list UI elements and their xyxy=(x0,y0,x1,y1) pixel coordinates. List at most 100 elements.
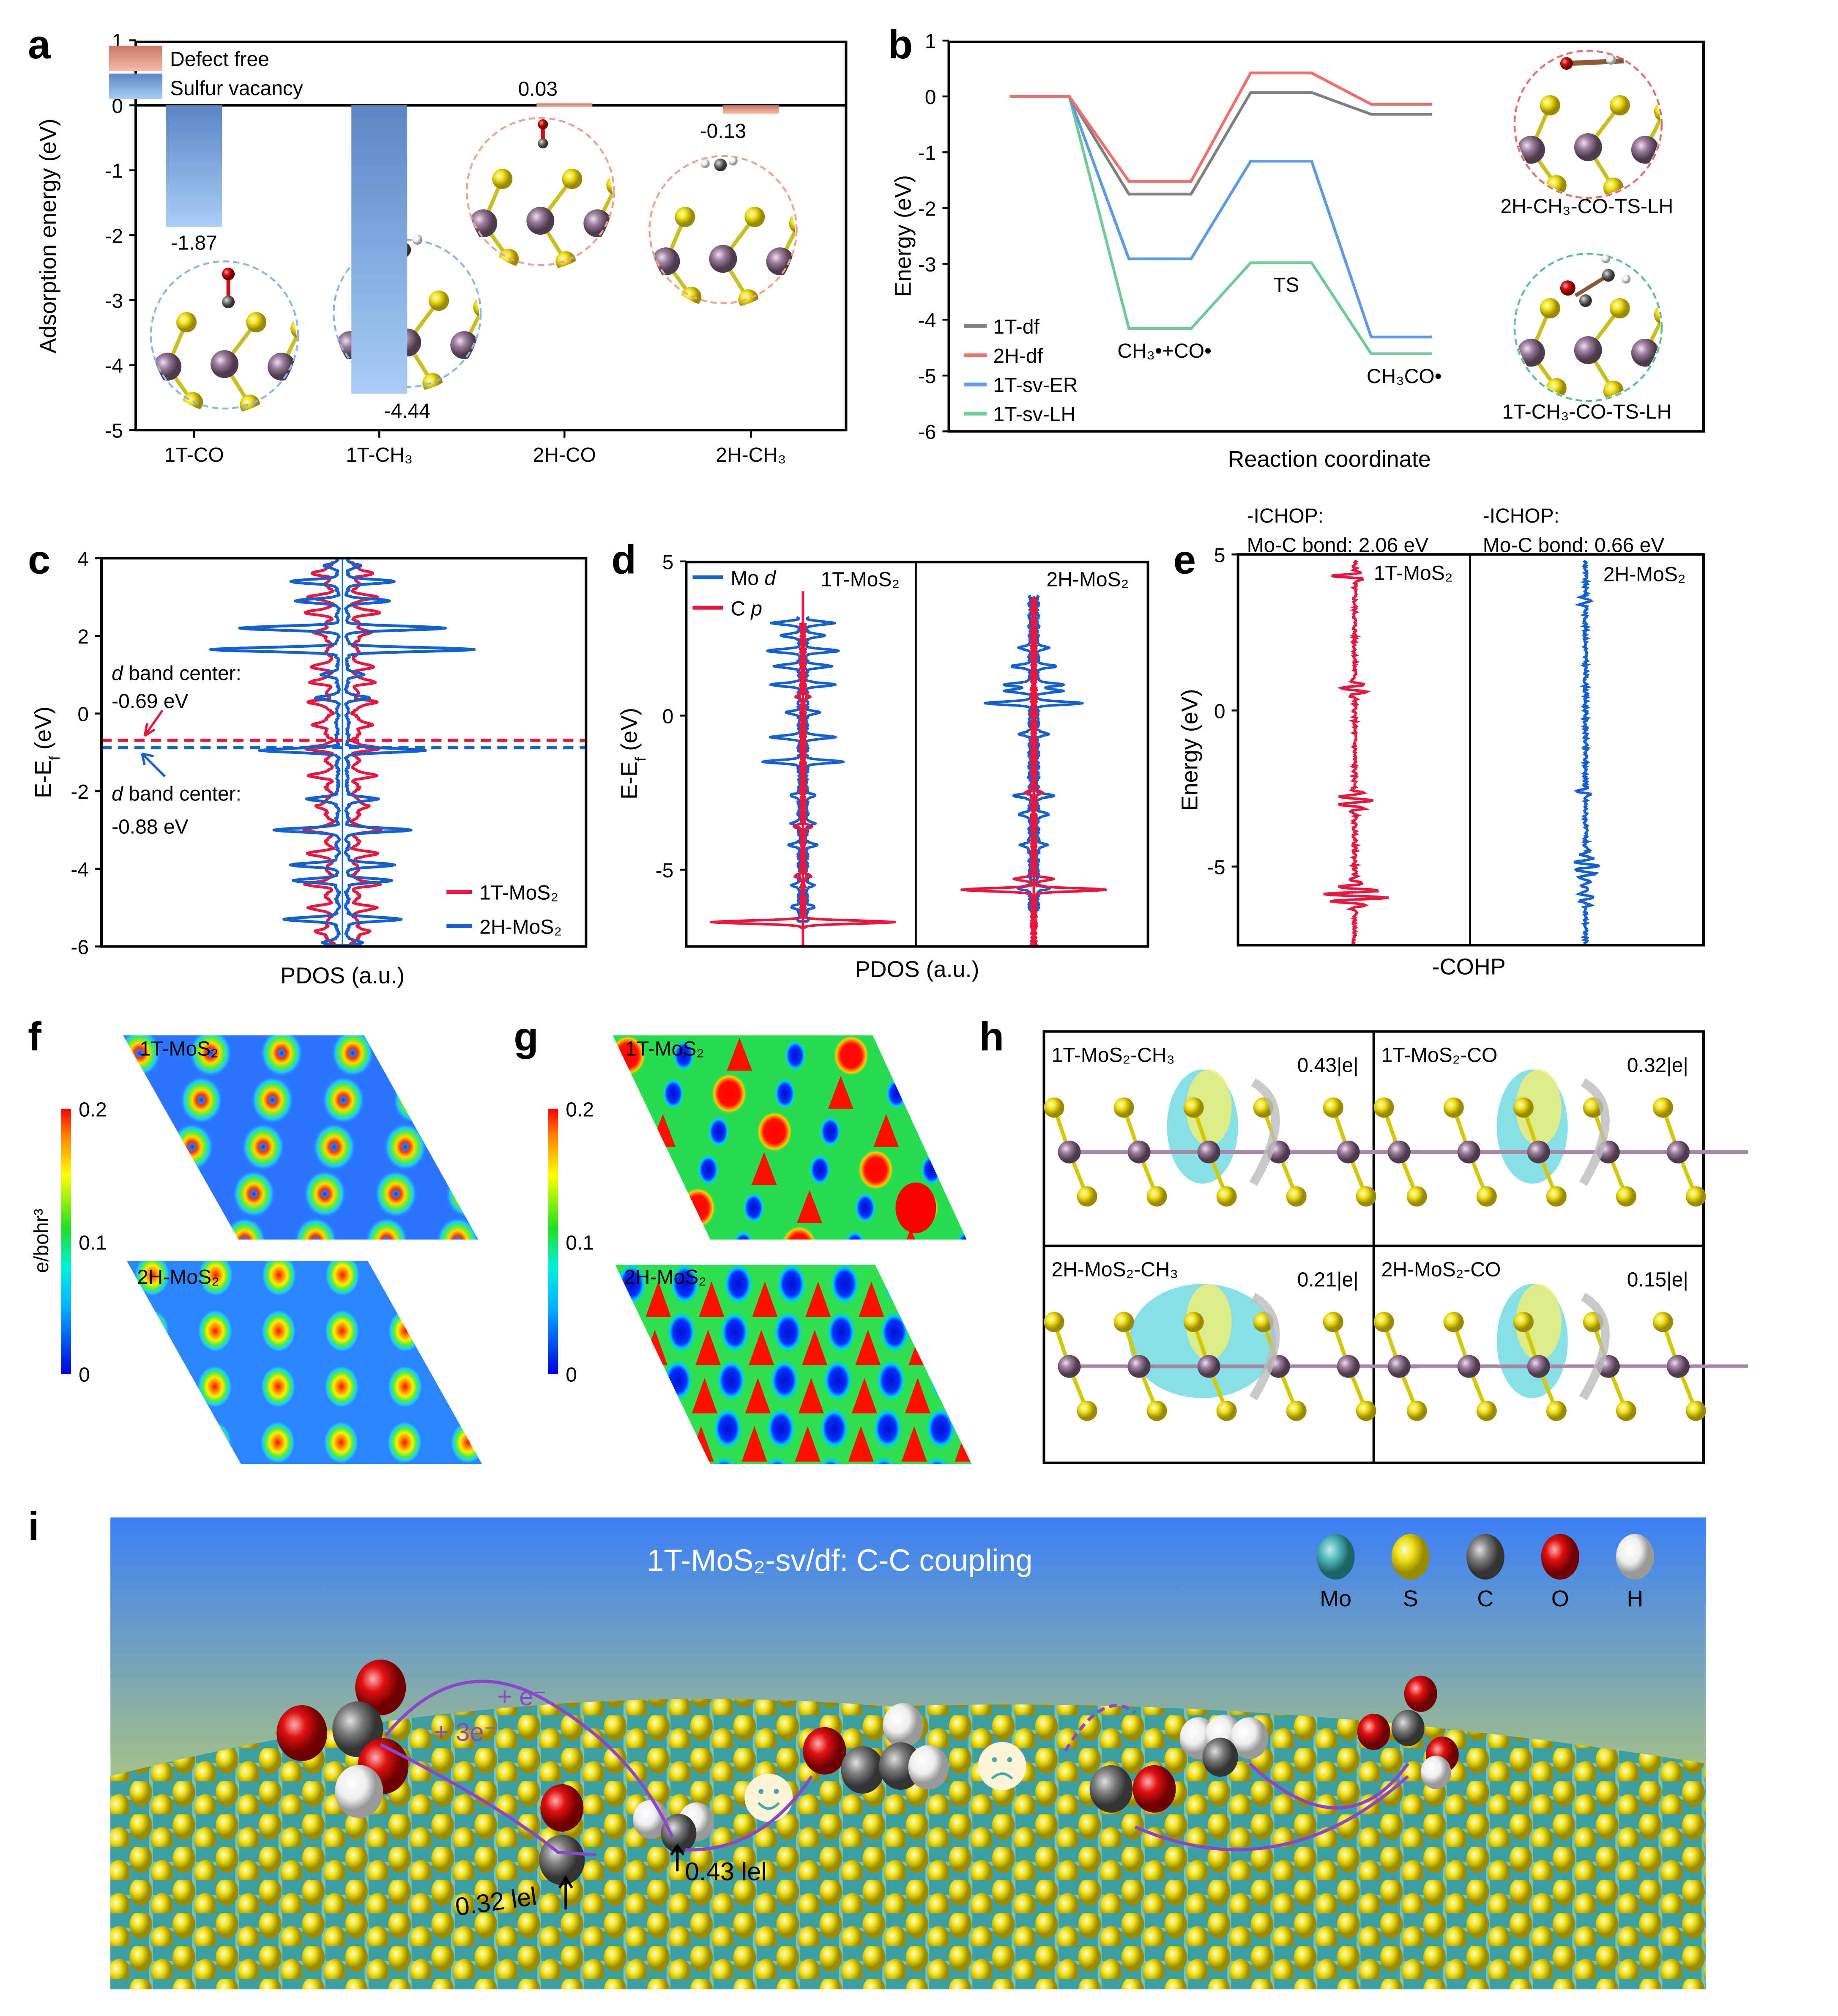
ichop-title-2h: -ICHOP: xyxy=(1483,505,1559,527)
colorbar-tick-label: 0.2 xyxy=(566,1099,594,1121)
elf-high-region xyxy=(962,1329,972,1365)
elf-high-region xyxy=(615,1281,618,1317)
elf-low-region xyxy=(920,1153,943,1186)
colorbar-tick-label: 0 xyxy=(566,1364,577,1386)
elf-high-region xyxy=(727,1038,752,1071)
density-contour xyxy=(251,1076,294,1124)
elf-high-region xyxy=(589,1330,614,1365)
density-contour xyxy=(134,1309,170,1353)
density-contour xyxy=(261,1261,297,1297)
y-axis-label: E-Ef (eV) xyxy=(30,707,63,798)
panel-h-charge-difference: h 1T-MoS₂-CH₃ 0.43|e| 1T-MoS₂-CO 0.32|e| 2H-M… xyxy=(979,1014,1748,1464)
y-tick-label: -2 xyxy=(105,225,123,247)
data-label: -0.13 xyxy=(700,120,746,142)
charge-value: 0.32|e| xyxy=(1627,1055,1688,1077)
density-contour xyxy=(324,1309,360,1353)
hydrogen-atom xyxy=(1420,1756,1451,1789)
elf-low-region xyxy=(933,1310,963,1354)
y-tick-label: 0 xyxy=(662,705,674,728)
molybdenum-atom xyxy=(1387,1355,1411,1378)
arrow-icon xyxy=(670,1843,685,1871)
density-contour xyxy=(180,1076,223,1124)
sulfur-atom xyxy=(789,213,796,234)
elf-low-region xyxy=(662,1359,693,1402)
ichop-title-1t: -ICHOP: xyxy=(1247,505,1324,527)
inset-label: 2H-CH₃-CO-TS-LH xyxy=(1500,195,1673,218)
map-label: 1T-MoS₂ xyxy=(139,1038,219,1060)
elf-low-region xyxy=(712,1407,743,1450)
density-contour xyxy=(189,1035,232,1077)
panel-f-charge-density-maps: f 1T-MoS₂ 2H-MoS₂ 0.2 0.1 0 e/bohr³ xyxy=(28,1014,613,1520)
data-label: -1.87 xyxy=(171,232,217,254)
y-tick-label: 2 xyxy=(77,626,89,648)
legend-label: 1T-MoS₂ xyxy=(479,882,558,904)
density-contour xyxy=(526,1123,569,1171)
molybdenum-atom xyxy=(1517,136,1545,164)
elf-low-region xyxy=(666,1310,697,1354)
density-contour xyxy=(241,1123,285,1171)
molybdenum-atom xyxy=(450,331,479,359)
elf-high-region xyxy=(635,1149,670,1190)
density-contour xyxy=(331,1035,375,1077)
density-contour xyxy=(544,1029,587,1077)
density-contour xyxy=(578,1309,613,1353)
y-tick-label: 0 xyxy=(77,704,89,726)
elf-low-region xyxy=(615,1359,640,1402)
arrow-icon xyxy=(558,1875,573,1909)
sulfur-atom xyxy=(1146,1400,1167,1421)
elf-low-region xyxy=(615,1455,633,1464)
x-tick-label: 2H-CO xyxy=(533,444,596,466)
legend-label: 1T-df xyxy=(993,316,1040,338)
mos2-lattice xyxy=(652,207,796,309)
density-contour xyxy=(451,1261,482,1297)
d-band-value-2h: -0.88 eV xyxy=(112,816,188,838)
elf-high-region xyxy=(645,1281,671,1317)
sulfur-atom xyxy=(1685,1400,1706,1421)
molybdenum-atom xyxy=(1197,1355,1220,1378)
molybdenum-atom xyxy=(1457,1355,1480,1378)
elf-low-region xyxy=(922,1455,953,1464)
density-contour xyxy=(393,1076,436,1124)
elf-low-region xyxy=(883,1265,914,1306)
annotation: CH₃•+CO• xyxy=(1117,340,1212,362)
legend-label: C p xyxy=(730,597,762,620)
density-contour xyxy=(513,1477,549,1520)
legend-atom-h xyxy=(1616,1534,1654,1580)
density-contour xyxy=(197,1309,233,1353)
elf-high-region xyxy=(752,1281,778,1317)
x-axis-label: Reaction coordinate xyxy=(1228,446,1431,472)
sulfur-atom xyxy=(782,283,796,304)
density-contour xyxy=(322,1076,365,1124)
molybdenum-atom xyxy=(766,247,794,276)
bar-defect-free xyxy=(723,105,779,114)
molybdenum-atom xyxy=(583,209,612,238)
mos2-lattice xyxy=(1517,95,1660,197)
y-tick-label: -5 xyxy=(105,420,123,442)
charge-value: 0.15|e| xyxy=(1627,1269,1688,1291)
sulfur-atom xyxy=(1323,1097,1343,1118)
elf-low-region xyxy=(630,1191,654,1224)
y-tick-label: 1 xyxy=(925,30,936,53)
charge-difference-cell xyxy=(1044,1284,1418,1421)
elf-low-region xyxy=(613,1115,619,1148)
colorbar xyxy=(548,1109,558,1374)
elf-high-region xyxy=(613,1076,630,1109)
charge-difference-cell xyxy=(1373,1069,1748,1207)
panel-label: e xyxy=(1173,537,1196,582)
y-tick-label: -2 xyxy=(71,781,89,803)
hydrogen-atom xyxy=(412,235,423,245)
density-contour xyxy=(450,1421,482,1464)
y-tick-label: -5 xyxy=(1207,856,1225,879)
elf-high-region xyxy=(934,1073,967,1114)
happy-face-icon xyxy=(744,1773,793,1822)
mos2-lattice xyxy=(469,169,613,271)
cell-label: 2H-MoS₂-CH₃ xyxy=(1052,1259,1179,1281)
elf-low-region xyxy=(697,1153,720,1186)
elf-high-region xyxy=(745,1378,771,1413)
sulfur-atom xyxy=(1647,171,1660,192)
density-contour xyxy=(170,1123,214,1171)
sulfur-atom xyxy=(473,297,480,318)
structure-inset-circle xyxy=(466,117,615,266)
oxygen-atom xyxy=(1404,1675,1437,1712)
